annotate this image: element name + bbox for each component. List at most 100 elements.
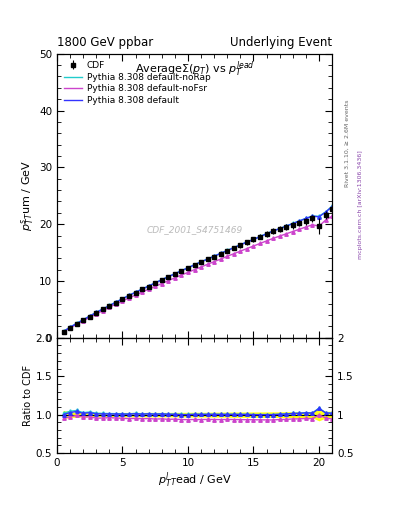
Pythia 8.308 default bbox=[146, 283, 151, 289]
Pythia 8.308 default-noRap bbox=[107, 303, 112, 309]
Pythia 8.308 default-noRap bbox=[238, 242, 243, 248]
Pythia 8.308 default-noFsr bbox=[231, 250, 236, 257]
Pythia 8.308 default-noFsr bbox=[146, 286, 151, 292]
Pythia 8.308 default-noRap bbox=[120, 295, 125, 302]
Pythia 8.308 default-noRap bbox=[330, 203, 334, 209]
Text: 1800 GeV ppbar: 1800 GeV ppbar bbox=[57, 36, 153, 49]
Pythia 8.308 default-noRap bbox=[146, 283, 151, 289]
Pythia 8.308 default bbox=[323, 209, 328, 216]
Pythia 8.308 default-noFsr bbox=[140, 289, 145, 295]
Pythia 8.308 default bbox=[310, 213, 315, 219]
Pythia 8.308 default-noRap bbox=[153, 280, 158, 286]
Pythia 8.308 default-noFsr bbox=[81, 317, 86, 324]
Pythia 8.308 default bbox=[68, 324, 72, 330]
Text: mcplots.cern.ch [arXiv:1306.3436]: mcplots.cern.ch [arXiv:1306.3436] bbox=[358, 151, 363, 259]
Pythia 8.308 default bbox=[87, 313, 92, 319]
Pythia 8.308 default-noRap bbox=[244, 239, 249, 245]
Pythia 8.308 default-noFsr bbox=[192, 267, 197, 273]
Pythia 8.308 default bbox=[74, 321, 79, 327]
Pythia 8.308 default-noFsr bbox=[244, 246, 249, 252]
Pythia 8.308 default-noFsr bbox=[101, 308, 105, 314]
Legend: CDF, Pythia 8.308 default-noRap, Pythia 8.308 default-noFsr, Pythia 8.308 defaul: CDF, Pythia 8.308 default-noRap, Pythia … bbox=[61, 57, 214, 109]
Pythia 8.308 default-noFsr bbox=[290, 228, 295, 234]
Pythia 8.308 default-noRap bbox=[192, 262, 197, 268]
Pythia 8.308 default-noRap bbox=[225, 247, 230, 253]
Pythia 8.308 default bbox=[81, 317, 86, 323]
Pythia 8.308 default-noFsr bbox=[212, 259, 217, 265]
Pythia 8.308 default bbox=[127, 292, 131, 298]
Pythia 8.308 default bbox=[61, 328, 66, 334]
Pythia 8.308 default-noFsr bbox=[264, 238, 269, 244]
Y-axis label: $p_T^s$$_{T}$um / GeV: $p_T^s$$_{T}$um / GeV bbox=[19, 160, 36, 231]
Pythia 8.308 default-noRap bbox=[127, 292, 131, 298]
Pythia 8.308 default bbox=[199, 259, 204, 265]
Pythia 8.308 default bbox=[264, 231, 269, 237]
Pythia 8.308 default bbox=[185, 265, 190, 271]
Pythia 8.308 default bbox=[179, 268, 184, 274]
Pythia 8.308 default-noRap bbox=[61, 328, 66, 334]
Pythia 8.308 default-noFsr bbox=[219, 256, 223, 262]
Pythia 8.308 default-noFsr bbox=[277, 233, 282, 239]
Pythia 8.308 default bbox=[205, 256, 210, 262]
Pythia 8.308 default-noFsr bbox=[173, 275, 177, 281]
Pythia 8.308 default-noFsr bbox=[120, 298, 125, 304]
Pythia 8.308 default-noFsr bbox=[330, 213, 334, 219]
Pythia 8.308 default bbox=[238, 242, 243, 248]
Pythia 8.308 default bbox=[212, 253, 217, 259]
Text: CDF_2001_S4751469: CDF_2001_S4751469 bbox=[147, 225, 242, 234]
Pythia 8.308 default-noRap bbox=[205, 256, 210, 262]
Pythia 8.308 default bbox=[192, 262, 197, 268]
Pythia 8.308 default-noRap bbox=[258, 233, 263, 240]
Pythia 8.308 default bbox=[290, 221, 295, 227]
Pythia 8.308 default-noRap bbox=[94, 309, 99, 315]
Pythia 8.308 default-noFsr bbox=[284, 231, 288, 237]
Pythia 8.308 default-noRap bbox=[185, 265, 190, 271]
Pythia 8.308 default-noFsr bbox=[251, 243, 256, 249]
Pythia 8.308 default bbox=[94, 309, 99, 315]
Pythia 8.308 default-noRap bbox=[284, 223, 288, 229]
Pythia 8.308 default-noRap bbox=[81, 316, 86, 323]
Line: Pythia 8.308 default-noRap: Pythia 8.308 default-noRap bbox=[64, 206, 332, 331]
Pythia 8.308 default-noRap bbox=[140, 286, 145, 292]
X-axis label: $p_T^l$$_{T}$ead / GeV: $p_T^l$$_{T}$ead / GeV bbox=[158, 471, 231, 490]
Pythia 8.308 default bbox=[251, 237, 256, 243]
Pythia 8.308 default-noRap bbox=[277, 225, 282, 231]
Pythia 8.308 default-noRap bbox=[251, 236, 256, 242]
Pythia 8.308 default-noRap bbox=[303, 215, 308, 221]
Pythia 8.308 default-noRap bbox=[323, 209, 328, 215]
Pythia 8.308 default-noRap bbox=[231, 245, 236, 251]
Pythia 8.308 default-noRap bbox=[271, 228, 275, 234]
Pythia 8.308 default-noFsr bbox=[127, 295, 131, 301]
Pythia 8.308 default-noFsr bbox=[114, 301, 118, 307]
Pythia 8.308 default-noFsr bbox=[74, 321, 79, 327]
Pythia 8.308 default-noRap bbox=[317, 213, 321, 219]
Pythia 8.308 default-noFsr bbox=[160, 281, 164, 287]
Pythia 8.308 default bbox=[153, 280, 158, 286]
Text: Rivet 3.1.10, ≥ 2.6M events: Rivet 3.1.10, ≥ 2.6M events bbox=[345, 100, 350, 187]
Pythia 8.308 default bbox=[114, 299, 118, 305]
Pythia 8.308 default-noFsr bbox=[205, 261, 210, 267]
Pythia 8.308 default-noRap bbox=[212, 253, 217, 259]
Pythia 8.308 default bbox=[317, 214, 321, 220]
Pythia 8.308 default-noFsr bbox=[153, 283, 158, 289]
Pythia 8.308 default-noRap bbox=[179, 267, 184, 273]
Pythia 8.308 default-noFsr bbox=[238, 248, 243, 254]
Pythia 8.308 default-noRap bbox=[264, 230, 269, 237]
Pythia 8.308 default-noRap bbox=[219, 250, 223, 257]
Pythia 8.308 default-noFsr bbox=[179, 272, 184, 278]
Pythia 8.308 default-noRap bbox=[297, 218, 302, 224]
Pythia 8.308 default bbox=[271, 228, 275, 234]
Pythia 8.308 default-noFsr bbox=[107, 304, 112, 310]
Pythia 8.308 default-noFsr bbox=[68, 325, 72, 331]
Pythia 8.308 default bbox=[173, 271, 177, 277]
Pythia 8.308 default bbox=[244, 239, 249, 245]
Pythia 8.308 default-noFsr bbox=[271, 236, 275, 242]
Pythia 8.308 default bbox=[231, 245, 236, 251]
Pythia 8.308 default bbox=[133, 289, 138, 295]
Pythia 8.308 default bbox=[107, 303, 112, 309]
Pythia 8.308 default-noFsr bbox=[166, 278, 171, 284]
Pythia 8.308 default bbox=[120, 296, 125, 302]
Pythia 8.308 default bbox=[166, 273, 171, 280]
Pythia 8.308 default-noFsr bbox=[310, 222, 315, 228]
Pythia 8.308 default-noFsr bbox=[199, 264, 204, 270]
